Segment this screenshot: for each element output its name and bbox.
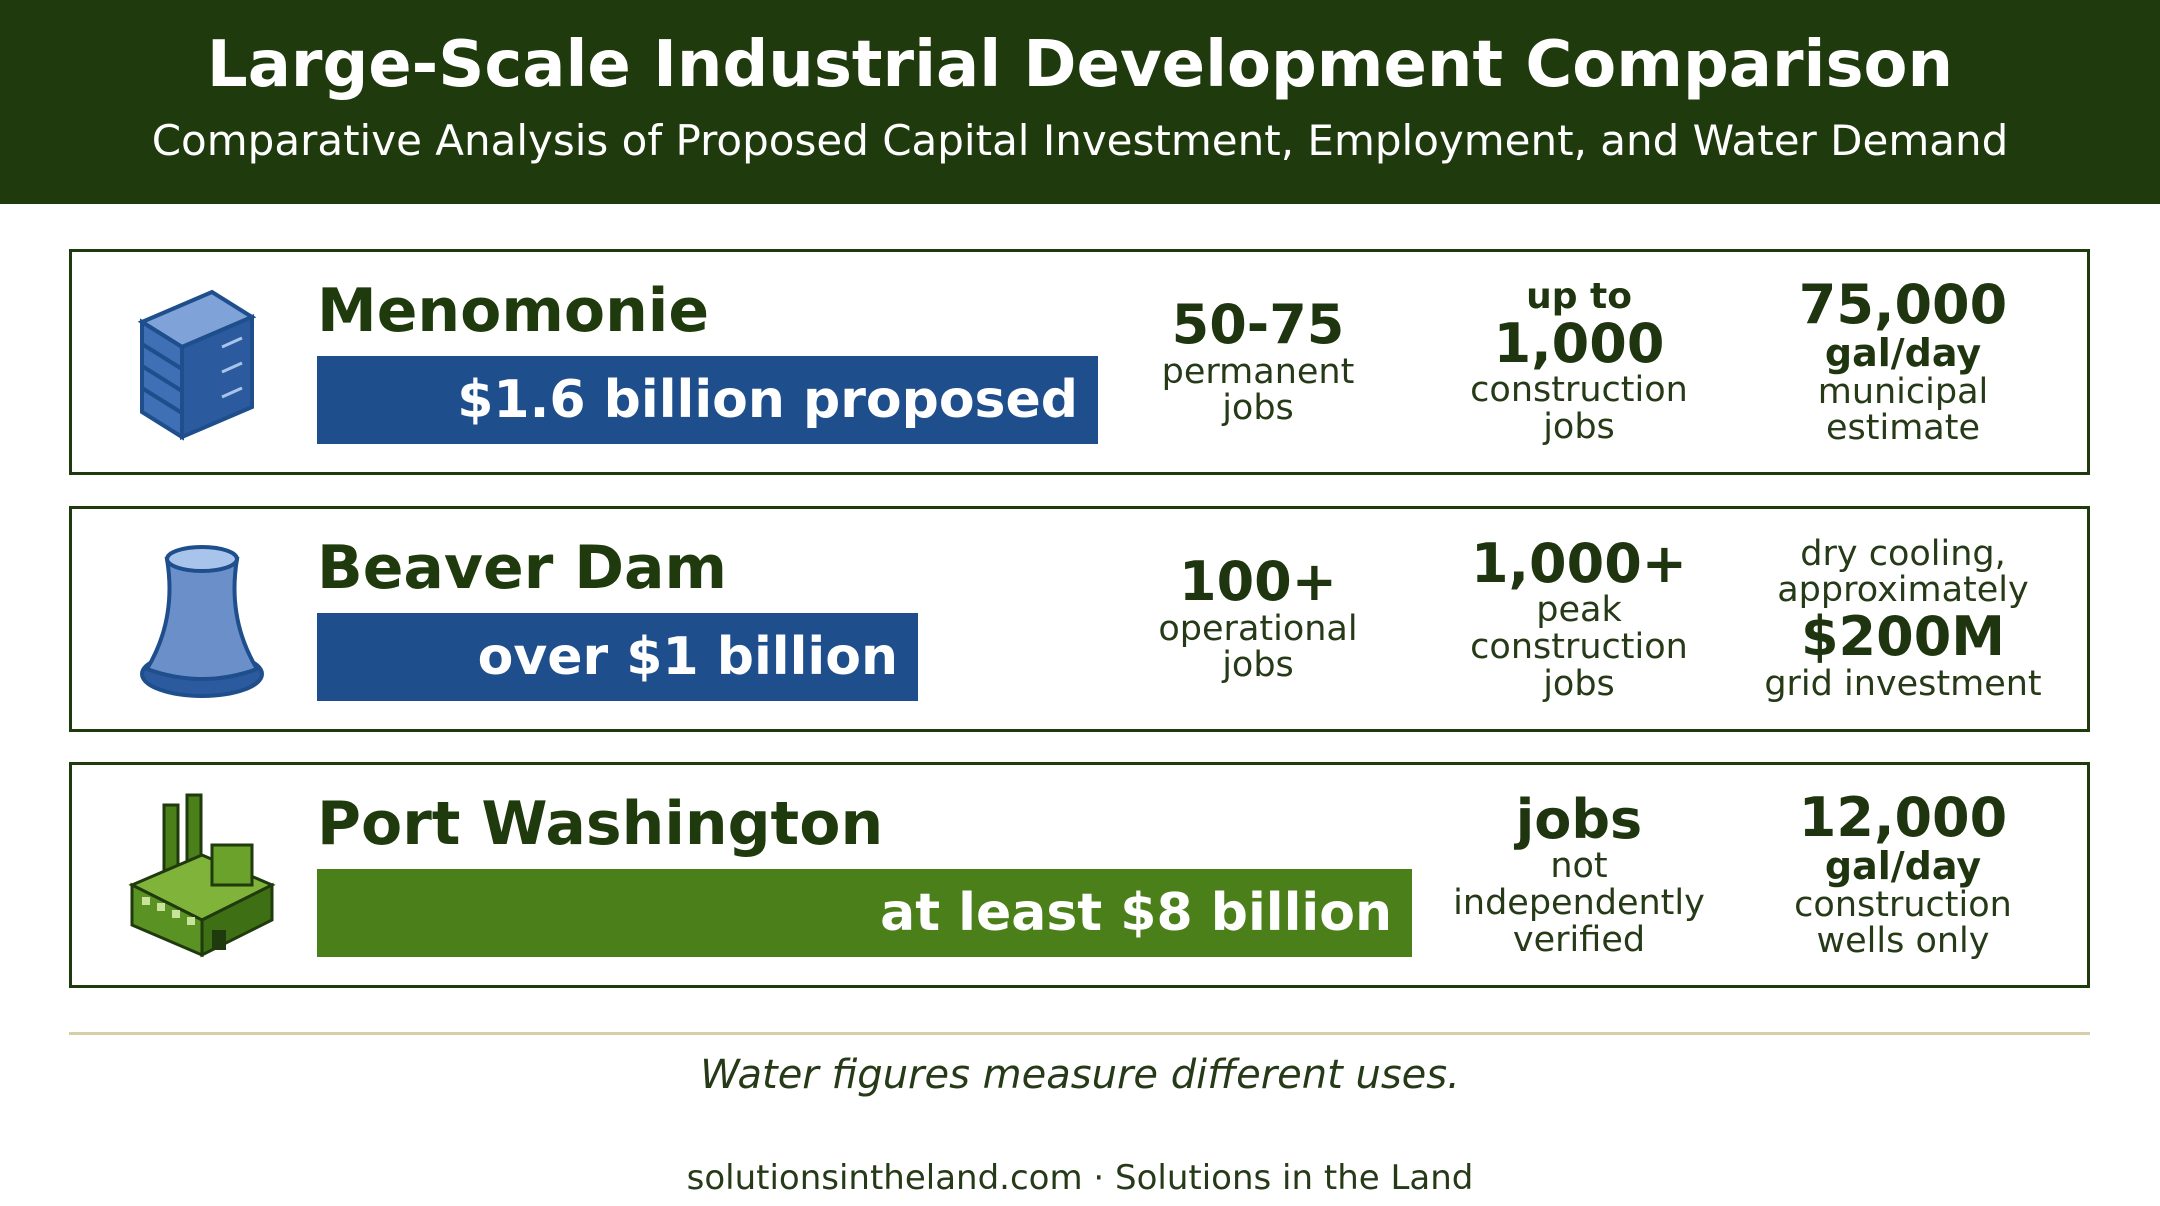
- stat-detail: verified: [1512, 919, 1646, 960]
- factory-icon: [128, 793, 276, 958]
- stat-detail: construction: [1470, 626, 1688, 667]
- stat-detail: wells only: [1816, 921, 1990, 962]
- investment-bar: over $1 billion: [317, 613, 918, 701]
- stat-detail: construction: [1470, 370, 1688, 411]
- investment-bar: $1.6 billion proposed: [317, 356, 1098, 444]
- stat: 1,000+ peak construction jobs: [1419, 509, 1739, 729]
- stat-unit: gal/day: [1824, 330, 1982, 375]
- title: Large-Scale Industrial Development Compa…: [206, 28, 1954, 102]
- stat: jobs not independently verified: [1419, 765, 1739, 985]
- site-name: Beaver Dam: [317, 533, 728, 603]
- stat-detail: municipal: [1817, 371, 1989, 412]
- stat-detail: peak: [1536, 590, 1622, 631]
- row: Menomonie $1.6 billion proposed 50-75 perma…: [69, 249, 2090, 475]
- stat-detail: jobs: [1543, 407, 1615, 448]
- cooling-tower-icon: [140, 545, 264, 698]
- footer: solutionsintheland.com · Solutions in th…: [686, 1158, 1474, 1198]
- site-name: Menomonie: [317, 276, 710, 346]
- stat: dry cooling, approximately $200M grid inves…: [1743, 509, 2063, 729]
- stat-figure: jobs: [1515, 787, 1643, 851]
- stat-figure: 12,000: [1798, 785, 2008, 849]
- stat: 75,000 gal/day municipal estimate: [1743, 252, 2063, 472]
- stat-figure: 50-75: [1171, 292, 1345, 356]
- stat-detail: not: [1550, 846, 1608, 887]
- stat-detail: jobs: [1222, 388, 1294, 429]
- stat: up to 1,000 construction jobs: [1419, 252, 1739, 472]
- header: Large-Scale Industrial Development Compa…: [0, 0, 2160, 204]
- stat-figure: 1,000: [1493, 311, 1665, 375]
- row: Port Washington at least $8 billion jobs no…: [69, 762, 2090, 988]
- stat-detail: grid investment: [1764, 663, 2042, 704]
- stat: 50-75 permanent jobs: [1098, 252, 1418, 472]
- stat: 100+ operational jobs: [1098, 509, 1418, 729]
- stat-figure: 100+: [1179, 549, 1337, 613]
- investment-bar: at least $8 billion: [317, 869, 1412, 957]
- stat-figure: $200M: [1800, 605, 2006, 669]
- stat-intro: dry cooling,: [1800, 533, 2006, 574]
- stat-detail: jobs: [1543, 663, 1615, 704]
- stat-figure: 75,000: [1798, 272, 2008, 336]
- stat-detail: estimate: [1825, 408, 1980, 449]
- site-name: Port Washington: [317, 789, 884, 859]
- stat-detail: operational: [1158, 608, 1358, 649]
- row: Beaver Dam over $1 billion 100+ operational…: [69, 506, 2090, 732]
- stat-detail: permanent: [1161, 351, 1355, 392]
- subtitle: Comparative Analysis of Proposed Capital…: [151, 116, 2009, 165]
- stat-intro: approximately: [1777, 570, 2029, 611]
- divider: [69, 1032, 2090, 1035]
- stat-detail: jobs: [1222, 645, 1294, 686]
- stat-figure: 1,000+: [1470, 531, 1688, 595]
- stat-lead: up to: [1526, 276, 1632, 317]
- note: Water figures measure different uses.: [700, 1052, 1460, 1098]
- stat: 12,000 gal/day construction wells only: [1743, 765, 2063, 985]
- stat-detail: construction: [1794, 884, 2012, 925]
- stat-detail: independently: [1453, 882, 1705, 923]
- stat-unit: gal/day: [1824, 843, 1982, 888]
- server-icon: [137, 289, 257, 441]
